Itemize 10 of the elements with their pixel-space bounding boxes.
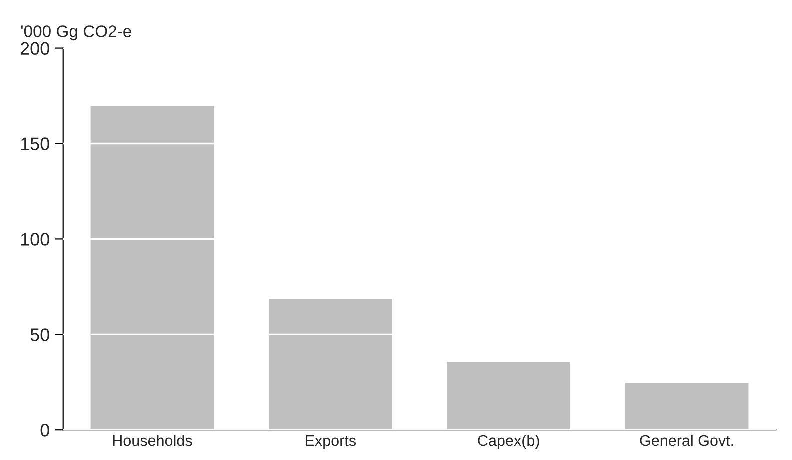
y-tick-label: 200 (20, 42, 50, 56)
y-tick-label: 150 (21, 138, 50, 150)
x-tick-label: General Govt. (640, 434, 734, 446)
x-tick-label: Exports (306, 436, 356, 450)
y-tick-label: 0 (40, 424, 50, 437)
x-tick-label: Households (113, 434, 192, 446)
y-axis-title: '000 Gg CO2-e (21, 26, 132, 41)
y-tick-label: 50 (30, 328, 50, 342)
y-tick-label: 100 (21, 233, 50, 246)
x-tick-label: Capex(b) (478, 434, 540, 450)
